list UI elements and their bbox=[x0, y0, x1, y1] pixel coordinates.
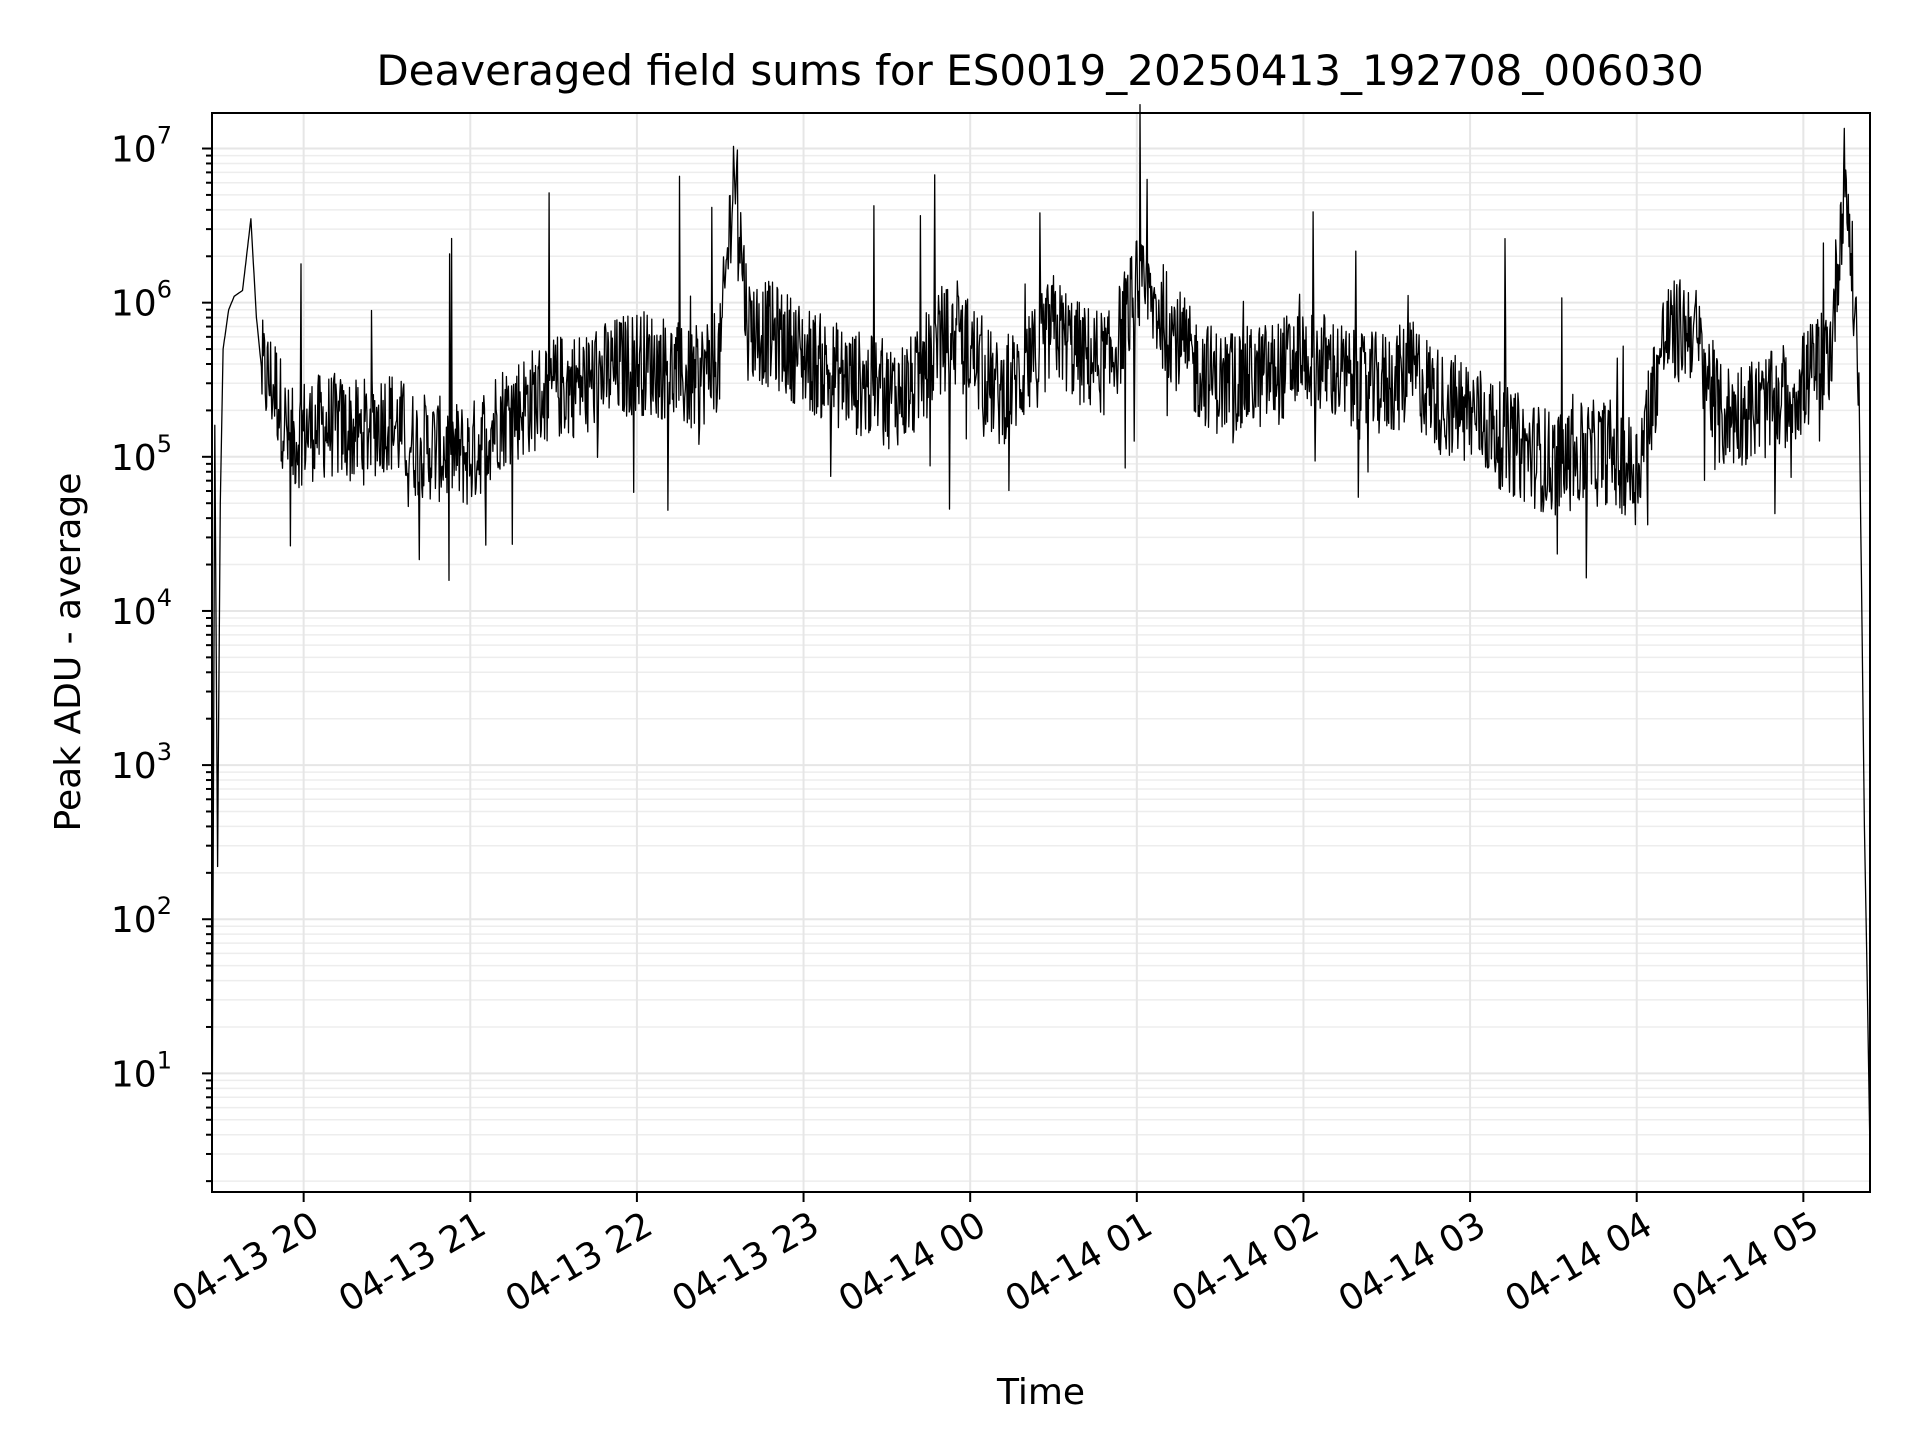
y-tick-base: 10 bbox=[111, 284, 157, 325]
y-tick-label: 102 bbox=[111, 892, 172, 941]
plot-frame bbox=[211, 112, 1871, 1193]
y-tick-label: 104 bbox=[111, 584, 172, 633]
y-tick-label: 103 bbox=[111, 738, 172, 787]
y-tick-label: 101 bbox=[111, 1046, 172, 1095]
y-tick-base: 10 bbox=[111, 1054, 157, 1095]
x-axis-label: Time bbox=[996, 1372, 1085, 1413]
y-tick-exponent: 3 bbox=[157, 738, 172, 766]
y-tick-exponent: 5 bbox=[157, 430, 172, 458]
grid bbox=[212, 113, 1870, 1192]
y-tick-exponent: 1 bbox=[157, 1046, 172, 1074]
series-line bbox=[211, 103, 1871, 1182]
y-tick-exponent: 6 bbox=[157, 276, 172, 304]
y-tick-base: 10 bbox=[111, 130, 157, 171]
y-tick-label: 105 bbox=[111, 430, 172, 479]
y-tick-base: 10 bbox=[111, 900, 157, 941]
y-tick-label: 107 bbox=[111, 122, 172, 171]
y-tick-base: 10 bbox=[111, 746, 157, 787]
series-layer bbox=[211, 103, 1871, 1182]
y-tick-exponent: 7 bbox=[157, 122, 172, 150]
y-tick-exponent: 4 bbox=[157, 584, 172, 612]
y-tick-exponent: 2 bbox=[157, 892, 172, 920]
chart-title: Deaveraged field sums for ES0019_2025041… bbox=[376, 46, 1703, 95]
y-tick-label: 106 bbox=[111, 276, 172, 325]
y-tick-base: 10 bbox=[111, 592, 157, 633]
y-axis-label: Peak ADU - average bbox=[48, 473, 89, 832]
y-tick-base: 10 bbox=[111, 438, 157, 479]
